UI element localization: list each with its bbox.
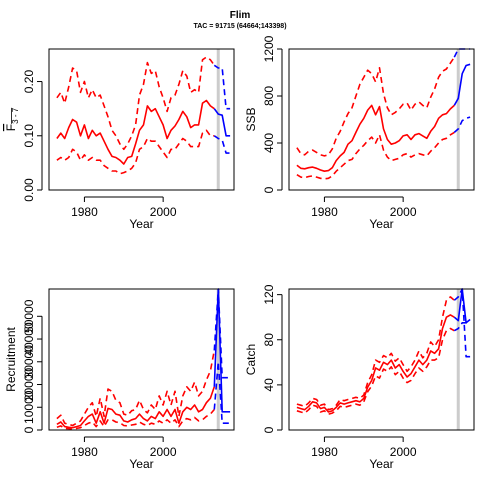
y-tick-label: 30000	[22, 345, 36, 379]
history-series-2	[56, 350, 216, 427]
y-tick-label: 20000	[22, 368, 36, 402]
plot-frame	[288, 288, 475, 431]
projection-series-1	[213, 288, 231, 413]
y-tick-label: 0.00	[22, 178, 36, 202]
history-series-1	[296, 314, 455, 413]
y-tick-label: 400	[262, 133, 276, 153]
x-tick-label: 2000	[390, 205, 417, 219]
y-tick-label: 0	[22, 426, 36, 433]
history-series-1	[296, 104, 455, 172]
plot-frame	[48, 48, 235, 191]
y-axis-label: Catch	[244, 344, 258, 375]
y-tick-label: 80	[262, 333, 276, 347]
x-tick-label: 2000	[150, 445, 177, 459]
x-tick-label: 1980	[71, 205, 98, 219]
projection-series-3	[453, 116, 471, 134]
page-title: Flim	[229, 10, 251, 21]
y-axis-label: F3 - 7	[4, 107, 20, 131]
x-tick-label: 1980	[311, 445, 338, 459]
y-tick-label: 0	[262, 426, 276, 433]
x-tick-label: 2000	[390, 445, 417, 459]
history-series-2	[296, 296, 455, 411]
y-tick-label: 40000	[22, 322, 36, 356]
x-axis-label: Year	[369, 217, 393, 231]
history-series-2	[296, 56, 455, 157]
x-tick-label: 1980	[71, 445, 98, 459]
projection-series-2	[213, 288, 231, 379]
x-axis-label: Year	[369, 457, 393, 471]
y-axis-label: SSB	[244, 107, 258, 131]
history-series-3	[56, 129, 215, 175]
y-tick-label: 1200	[262, 35, 276, 62]
history-series-1	[56, 386, 216, 429]
x-axis-label: Year	[129, 217, 153, 231]
projection-series-3	[213, 135, 231, 154]
projection-series-1	[453, 63, 471, 106]
y-axis-label-subscript: 3 - 7	[11, 107, 20, 124]
y-axis-label: Recruitment	[4, 326, 18, 391]
projection-series-3	[213, 360, 231, 425]
y-tick-label: 50000	[22, 299, 36, 333]
projection-series-2	[453, 48, 471, 58]
y-tick-label: 0.10	[22, 124, 36, 148]
x-axis-label: Year	[129, 457, 153, 471]
plot-frame	[288, 48, 475, 191]
y-tick-label: 40	[262, 378, 276, 392]
history-series-3	[296, 327, 455, 416]
y-tick-label: 10000	[22, 390, 36, 424]
projection-series-1	[453, 288, 471, 324]
plot-frame	[48, 288, 235, 431]
history-series-3	[296, 131, 455, 180]
projection-series-1	[213, 108, 231, 137]
x-tick-label: 1980	[311, 205, 338, 219]
y-tick-label: 120	[262, 284, 276, 304]
projection-series-3	[453, 321, 471, 332]
x-tick-label: 2000	[150, 205, 177, 219]
page-subtitle: TAC = 91715 (64664;143398)	[193, 23, 287, 30]
y-tick-label: 0	[262, 186, 276, 193]
history-series-1	[56, 99, 215, 165]
y-tick-label: 800	[262, 86, 276, 106]
y-tick-label: 0.20	[22, 70, 36, 94]
projection-series-2	[213, 64, 231, 110]
history-series-3	[56, 408, 215, 430]
